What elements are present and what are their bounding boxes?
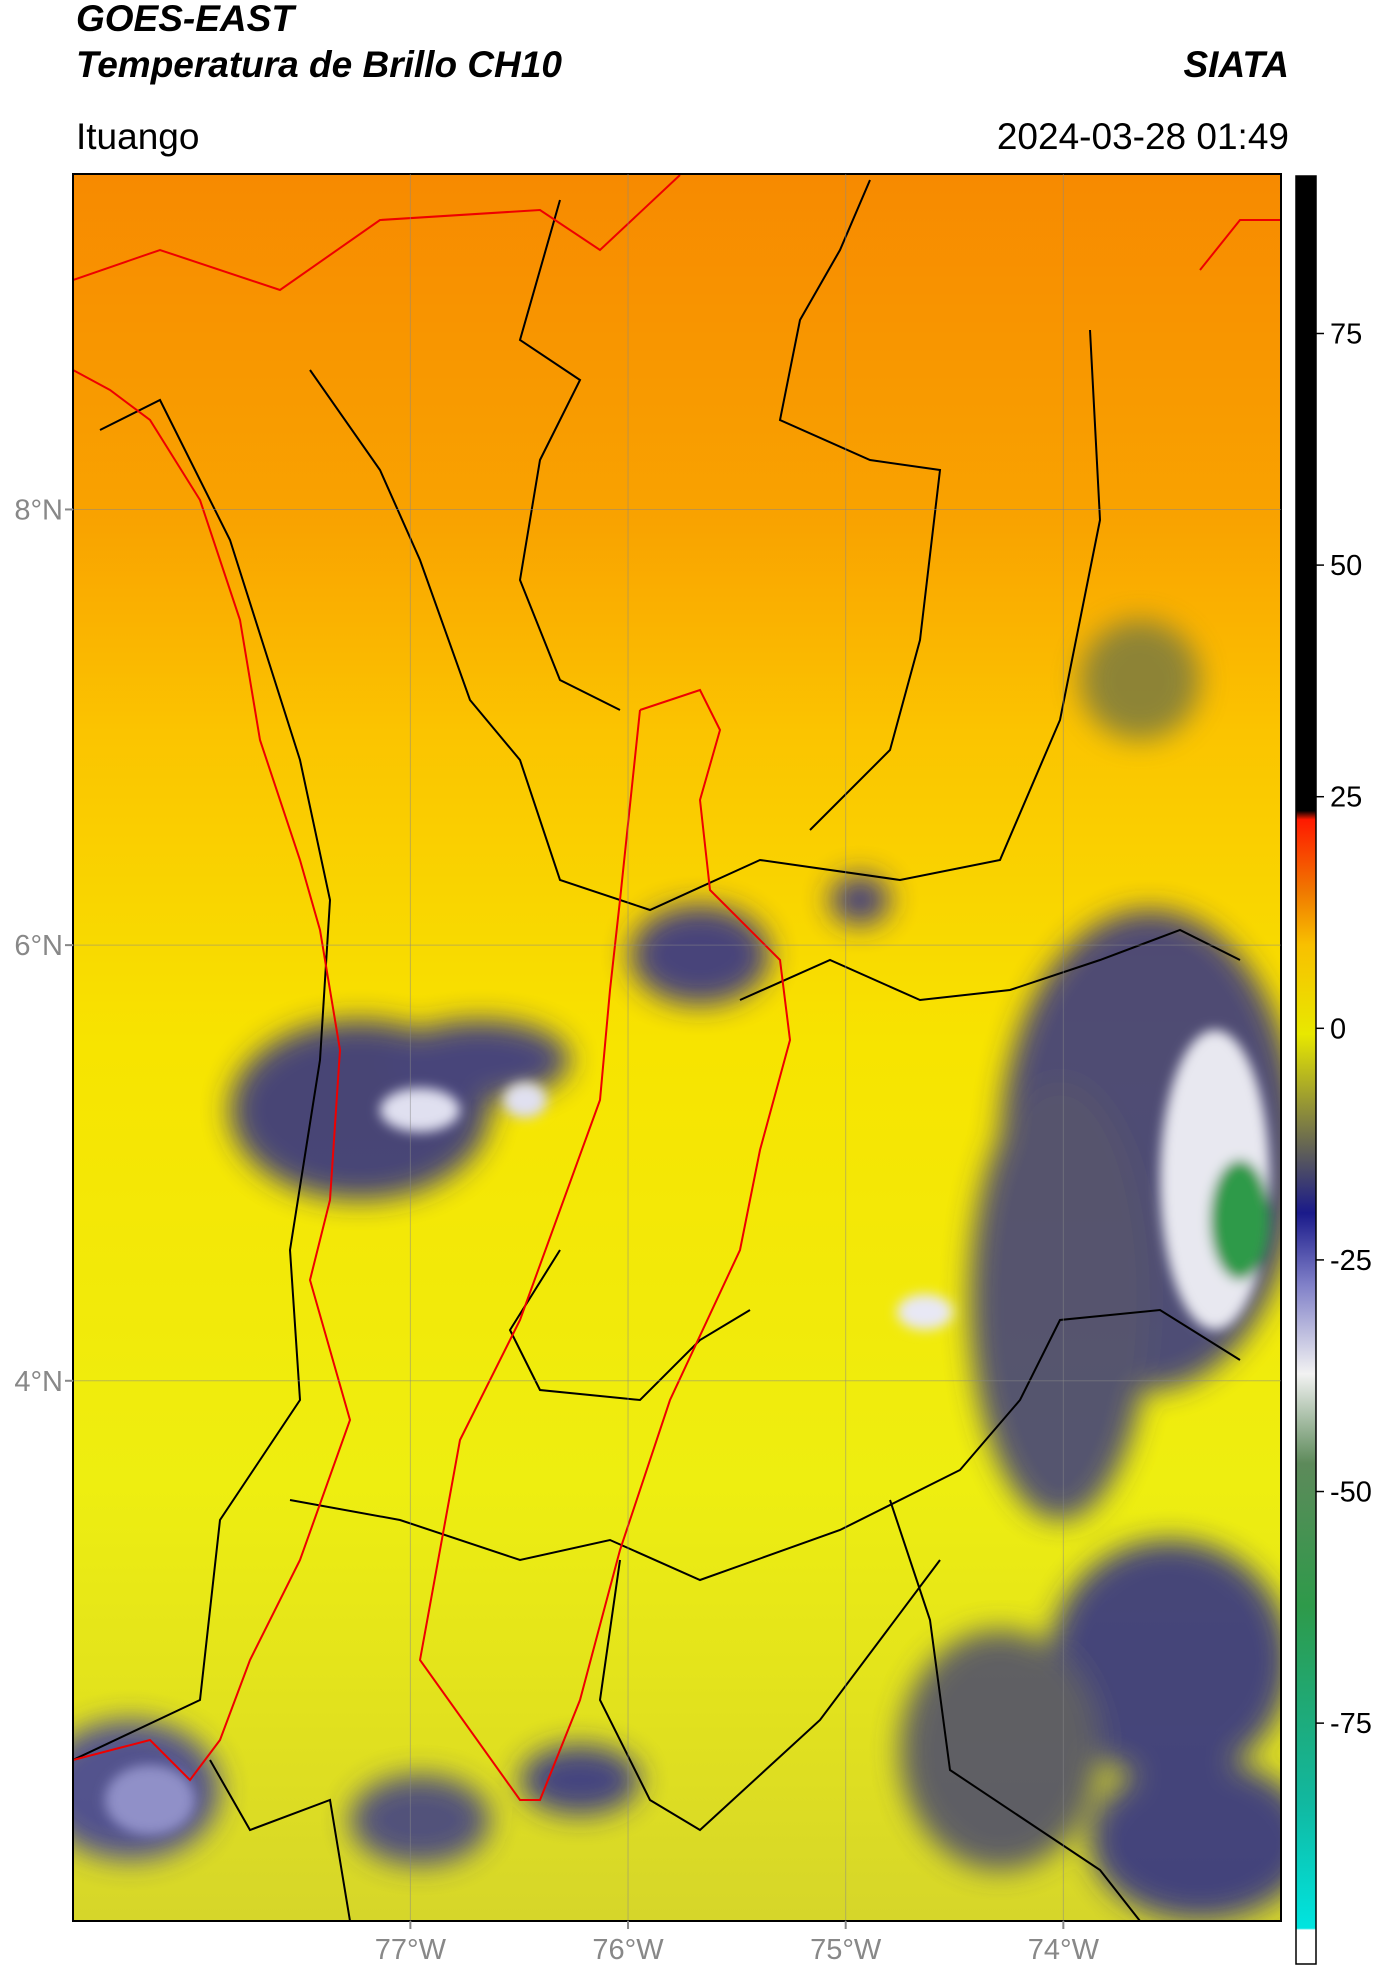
- graticule: [73, 174, 1281, 1921]
- colorbar: [1295, 175, 1317, 1965]
- y-tick-label: 4°N: [14, 1366, 63, 1398]
- source: SIATA: [1183, 44, 1289, 85]
- colorbar-tick-label: 75: [1330, 318, 1362, 350]
- title-line-2: Temperatura de Brillo CH10: [76, 44, 562, 85]
- colorbar-tick-label: -75: [1330, 1708, 1372, 1740]
- x-tick-label: 77°W: [375, 1934, 447, 1966]
- axes: 77°W 76°W 75°W 74°W 8°N 6°N 4°N: [14, 494, 1099, 1966]
- colorbar-tick-label: -50: [1330, 1477, 1372, 1509]
- map-frame: [72, 173, 1282, 1922]
- y-tick-label: 6°N: [14, 930, 63, 962]
- colorbar-tick-label: 0: [1330, 1013, 1346, 1045]
- x-tick-label: 75°W: [810, 1934, 882, 1966]
- datetime: 2024-03-28 01:49: [996, 116, 1289, 157]
- x-tick-label: 74°W: [1028, 1934, 1100, 1966]
- title-line-1: GOES-EAST: [76, 0, 294, 39]
- colorbar-tick-label: 50: [1330, 550, 1362, 582]
- colorbar-tick-label: -25: [1330, 1245, 1372, 1277]
- y-tick-label: 8°N: [14, 494, 63, 526]
- satellite-field: [73, 174, 1281, 1921]
- colorbar-axis: -75 -50 -25 0 25 50 75: [1316, 318, 1372, 1740]
- location: Ituango: [76, 116, 200, 157]
- colorbar-tick-label: 25: [1330, 782, 1362, 814]
- x-tick-label: 76°W: [592, 1934, 664, 1966]
